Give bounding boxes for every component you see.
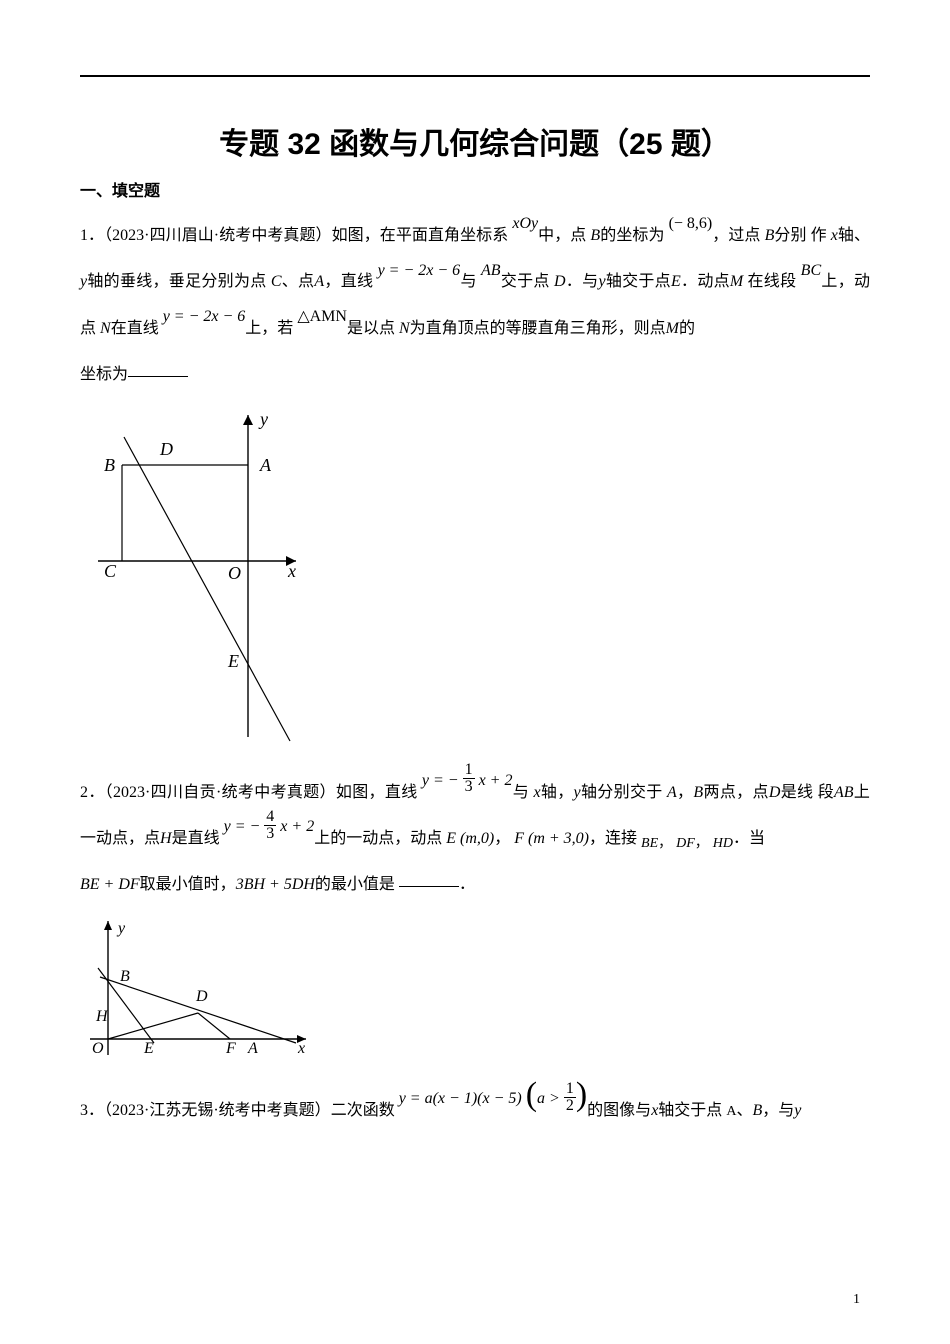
label-C: C	[104, 561, 117, 581]
document-title: 专题 32 函数与几何综合问题（25 题）	[80, 119, 870, 163]
label-O: O	[228, 563, 241, 583]
problem-1-source: （2023·四川眉山·统考中考真题）	[104, 227, 332, 244]
label-D: D	[159, 439, 173, 459]
line-oblique	[124, 437, 290, 741]
label-A: A	[247, 1040, 258, 1057]
fill-blank	[128, 376, 188, 377]
label-O: O	[92, 1040, 104, 1057]
page-container: 专题 32 函数与几何综合问题（25 题） 一、填空题 1．（2023·四川眉山…	[0, 0, 950, 1170]
problem-3: 3．（2023·江苏无锡·统考中考真题）二次函数 y = a(x − 1)(x …	[80, 1088, 870, 1134]
page-number: 1	[853, 1292, 860, 1308]
diagram-2-svg: y x O B H E F A D	[80, 915, 320, 1065]
y-axis-arrow	[243, 415, 253, 425]
label-F: F	[225, 1040, 236, 1057]
label-D: D	[195, 988, 208, 1005]
label-y: y	[116, 920, 126, 937]
fill-blank	[399, 886, 459, 887]
diagram-2: y x O B H E F A D	[80, 915, 870, 1070]
problem-2-number: 2．	[80, 784, 105, 801]
label-x: x	[297, 1040, 305, 1057]
top-rule	[80, 75, 870, 77]
label-A: A	[259, 455, 272, 475]
seg-DF	[198, 1013, 230, 1039]
problem-3-source: （2023·江苏无锡·统考中考真题）	[104, 1102, 331, 1119]
diagram-1-svg: y x O A B C D E	[80, 405, 300, 745]
label-B: B	[120, 968, 130, 985]
seg-OD	[108, 1013, 198, 1039]
problem-1-number: 1．	[80, 227, 104, 244]
section-heading: 一、填空题	[80, 177, 870, 201]
label-B: B	[104, 455, 115, 475]
label-E: E	[143, 1040, 154, 1057]
label-y: y	[258, 409, 268, 429]
problem-2-source: （2023·四川自贡·统考中考真题）	[105, 784, 336, 801]
label-x: x	[287, 561, 296, 581]
y-axis-arrow	[104, 921, 112, 930]
problem-2: 2．（2023·四川自贡·统考中考真题）如图，直线 y = − 13 x + 2…	[80, 770, 870, 909]
label-H: H	[95, 1008, 109, 1025]
problem-3-number: 3．	[80, 1102, 104, 1119]
problem-1: 1．（2023·四川眉山·统考中考真题）如图，在平面直角坐标系 xOy中，点 B…	[80, 213, 870, 399]
label-E: E	[227, 651, 239, 671]
diagram-1: y x O A B C D E	[80, 405, 870, 750]
